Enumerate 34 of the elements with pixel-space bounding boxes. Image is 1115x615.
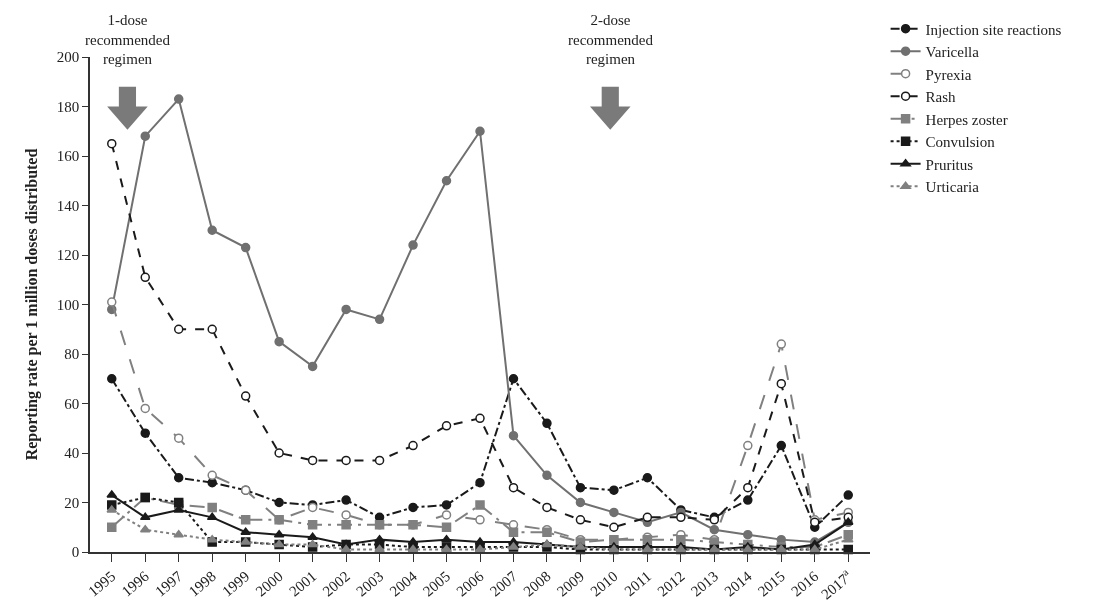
y-tick-label: 100 [56, 296, 80, 313]
x-tick-label: 2000 [252, 568, 286, 600]
x-tick-label: 1999 [219, 568, 253, 600]
legend-label: Rash [925, 89, 957, 106]
y-tick-label: 160 [56, 148, 80, 165]
x-tick-label: 2012 [654, 568, 688, 600]
y-tick-label: 140 [56, 197, 80, 214]
legend-label: Herpes zoster [925, 111, 1008, 128]
x-tick-label: 2002 [319, 568, 353, 600]
legend-label: Varicella [925, 44, 980, 61]
x-tick-label: 2003 [353, 568, 387, 600]
x-tick-label: 2011 [621, 568, 655, 600]
y-tick-label: 60 [64, 395, 80, 412]
x-tick-label: 2009 [553, 568, 588, 600]
y-tick-label: 180 [56, 98, 80, 115]
legend-label: Pruritus [925, 156, 974, 173]
legend-label: Convulsion [925, 134, 996, 151]
x-tick-label: 2013 [687, 568, 722, 600]
y-axis-title: Reporting rate per 1 million doses distributed [23, 148, 42, 461]
annotation: 2-dose recommended regimen [568, 12, 654, 67]
y-tick-label: 0 [71, 544, 80, 561]
x-tick-label: 1996 [118, 567, 153, 600]
y-tick-label: 80 [64, 346, 80, 363]
legend-label: Injection site reactions [925, 21, 1062, 38]
y-tick-label: 20 [64, 494, 80, 511]
y-tick-label: 200 [56, 49, 80, 66]
legend-label: Urticaria [925, 179, 980, 196]
x-tick-label: 2010 [587, 568, 621, 600]
y-tick-label: 40 [64, 445, 80, 462]
x-tick-label: 1998 [185, 568, 219, 600]
legend-label: Pyrexia [925, 66, 972, 83]
y-tick-label: 120 [56, 247, 80, 264]
annotation: 1-dose recommended regimen [85, 12, 171, 67]
x-tick-label: 2001 [286, 568, 320, 600]
